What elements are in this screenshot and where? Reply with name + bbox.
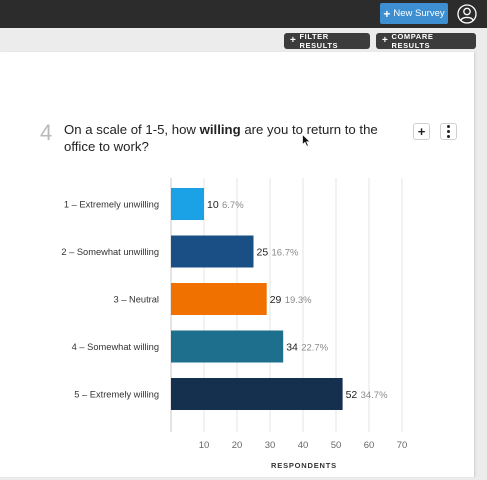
- category-label: 3 – Neutral: [114, 295, 159, 305]
- bar-percent-label: 34.7%: [361, 390, 388, 401]
- bar[interactable]: [171, 283, 267, 315]
- category-label: 5 – Extremely willing: [74, 390, 159, 400]
- question-text-end: are you to return to the office to work?: [64, 122, 378, 154]
- x-tick-label: 20: [232, 440, 243, 451]
- x-axis-title: RESPONDENTS: [271, 461, 337, 470]
- new-survey-button[interactable]: + New Survey: [380, 3, 448, 24]
- bar-value-label: 10: [207, 199, 219, 211]
- category-label: 2 – Somewhat unwilling: [61, 247, 159, 257]
- x-tick-label: 30: [265, 440, 276, 451]
- x-tick-label: 10: [199, 440, 210, 451]
- bar-value-label: 29: [270, 294, 282, 306]
- new-survey-label: New Survey: [393, 8, 445, 19]
- compare-results-button[interactable]: + COMPARE RESULTS: [376, 32, 476, 50]
- filter-results-button[interactable]: + FILTER RESULTS: [284, 32, 370, 50]
- category-label: 1 – Extremely unwilling: [64, 200, 159, 210]
- bar-percent-label: 6.7%: [222, 200, 244, 211]
- responses-bar-chart: 10 20 30 40 50 60 70 RESPONDENTS 1 – Extremely u…: [61, 178, 408, 470]
- bar-percent-label: 19.3%: [285, 295, 312, 306]
- bar-value-label: 52: [346, 389, 358, 401]
- question-number: 4: [40, 120, 53, 145]
- question-text: On a scale of 1-5, how willing are you t…: [64, 121, 409, 155]
- results-toolbar: + FILTER RESULTS + COMPARE RESULTS: [0, 28, 487, 52]
- question-text-emphasis: willing: [199, 122, 241, 137]
- mouse-cursor-icon: [302, 134, 311, 147]
- kebab-menu-icon: [447, 125, 450, 138]
- bar[interactable]: [171, 235, 254, 268]
- bar[interactable]: [171, 188, 204, 220]
- compare-results-label: COMPARE RESULTS: [391, 32, 434, 50]
- bar[interactable]: [171, 378, 343, 410]
- x-tick-label: 70: [397, 440, 408, 451]
- bar-value-label: 25: [257, 247, 269, 259]
- bar-value-label: 34: [286, 342, 298, 354]
- add-to-report-button[interactable]: +: [413, 123, 430, 140]
- x-tick-label: 50: [331, 440, 342, 451]
- plus-icon: +: [290, 35, 297, 46]
- more-options-button[interactable]: [440, 123, 457, 140]
- question-text-start: On a scale of 1-5, how: [64, 122, 200, 137]
- bar[interactable]: [171, 330, 284, 363]
- plus-icon: +: [383, 6, 391, 21]
- bar-percent-label: 22.7%: [301, 343, 328, 354]
- plus-icon: +: [382, 35, 389, 46]
- filter-results-label: FILTER RESULTS: [299, 32, 339, 50]
- user-avatar-icon[interactable]: [457, 4, 477, 24]
- plus-icon: +: [417, 124, 426, 139]
- x-tick-label: 40: [298, 440, 309, 451]
- x-tick-label: 60: [364, 440, 375, 451]
- bar-percent-label: 16.7%: [272, 248, 299, 259]
- category-label: 4 – Somewhat willing: [72, 342, 159, 352]
- top-bar: + New Survey: [0, 0, 487, 28]
